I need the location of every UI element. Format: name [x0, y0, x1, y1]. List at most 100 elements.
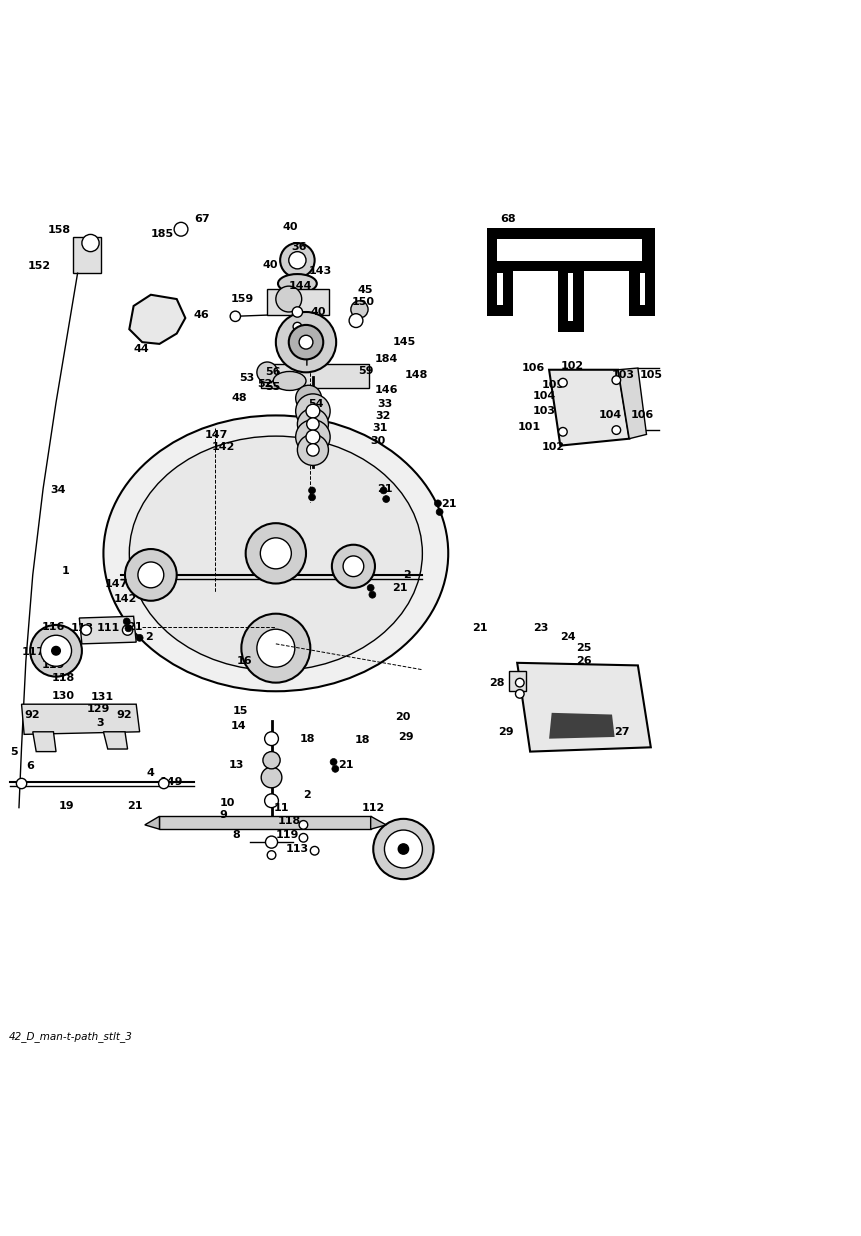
Circle shape: [288, 252, 306, 269]
Circle shape: [174, 222, 188, 236]
Text: 5: 5: [10, 747, 18, 756]
Circle shape: [295, 394, 330, 429]
Text: 8: 8: [232, 831, 240, 840]
Circle shape: [267, 850, 276, 859]
Circle shape: [82, 235, 99, 252]
Circle shape: [343, 556, 363, 577]
Circle shape: [307, 418, 319, 430]
Circle shape: [299, 821, 307, 829]
Text: 130: 130: [52, 691, 75, 701]
Text: 117: 117: [389, 837, 412, 847]
Circle shape: [330, 759, 337, 765]
Text: 148: 148: [405, 370, 428, 379]
Circle shape: [295, 420, 330, 454]
Polygon shape: [497, 273, 502, 305]
Circle shape: [138, 562, 164, 588]
Circle shape: [434, 499, 441, 507]
Text: 40: 40: [310, 307, 325, 316]
Circle shape: [264, 794, 278, 807]
Circle shape: [264, 732, 278, 745]
Polygon shape: [497, 239, 641, 261]
Text: 145: 145: [392, 337, 415, 347]
Text: 2: 2: [145, 632, 152, 641]
Circle shape: [350, 300, 368, 318]
Text: 149: 149: [159, 776, 183, 787]
Circle shape: [123, 618, 130, 625]
Circle shape: [263, 751, 280, 769]
Circle shape: [261, 768, 282, 787]
Circle shape: [349, 314, 362, 328]
Polygon shape: [639, 273, 644, 305]
Circle shape: [122, 625, 133, 635]
Circle shape: [257, 362, 277, 383]
Text: 184: 184: [375, 355, 398, 365]
Polygon shape: [145, 816, 159, 829]
Text: 31: 31: [372, 424, 387, 434]
Text: 142: 142: [114, 595, 137, 604]
Text: 25: 25: [575, 643, 591, 653]
Text: 102: 102: [560, 361, 583, 371]
Circle shape: [245, 523, 306, 583]
Text: 146: 146: [375, 384, 398, 394]
Text: 21: 21: [338, 760, 353, 770]
Circle shape: [299, 335, 313, 349]
Text: 59: 59: [357, 366, 373, 377]
Text: 21: 21: [127, 622, 143, 632]
Text: 67: 67: [194, 214, 209, 224]
Ellipse shape: [273, 372, 306, 391]
Circle shape: [288, 325, 323, 360]
Text: 118: 118: [277, 817, 300, 827]
Circle shape: [331, 545, 375, 588]
Text: 16: 16: [237, 656, 252, 666]
Polygon shape: [617, 368, 646, 439]
Text: 40: 40: [282, 221, 298, 231]
Text: 152: 152: [28, 261, 51, 272]
Circle shape: [292, 307, 302, 318]
Circle shape: [515, 690, 523, 698]
Text: 18: 18: [300, 734, 315, 744]
Text: 116: 116: [389, 850, 412, 860]
Polygon shape: [557, 272, 583, 331]
Text: 158: 158: [47, 225, 71, 235]
Text: 111: 111: [96, 623, 120, 633]
Text: 21: 21: [392, 583, 407, 593]
Circle shape: [125, 549, 177, 601]
Text: 27: 27: [613, 727, 629, 737]
Text: 10: 10: [220, 798, 235, 808]
Text: 102: 102: [541, 442, 564, 452]
Text: 2: 2: [403, 570, 411, 580]
Ellipse shape: [103, 415, 448, 691]
Circle shape: [382, 496, 389, 503]
Text: 15: 15: [232, 706, 248, 716]
Circle shape: [81, 625, 91, 635]
Text: 2: 2: [303, 790, 311, 800]
Circle shape: [40, 635, 71, 666]
Text: 21: 21: [441, 499, 456, 509]
Bar: [267, 289, 329, 315]
Polygon shape: [486, 272, 512, 316]
Circle shape: [276, 311, 336, 372]
Text: 33: 33: [377, 399, 393, 409]
Text: 21: 21: [127, 801, 143, 811]
Bar: [73, 237, 101, 273]
Text: 40: 40: [263, 260, 278, 269]
Text: 112: 112: [362, 802, 385, 812]
Circle shape: [280, 243, 314, 278]
Circle shape: [299, 833, 307, 842]
Circle shape: [558, 378, 567, 387]
Text: 11: 11: [274, 802, 289, 812]
Ellipse shape: [129, 436, 422, 671]
Circle shape: [16, 779, 27, 789]
Text: 144: 144: [288, 281, 312, 292]
Circle shape: [398, 844, 408, 854]
Text: 119: 119: [41, 660, 65, 670]
Polygon shape: [261, 363, 369, 388]
Text: 131: 131: [90, 692, 114, 702]
Ellipse shape: [277, 274, 316, 293]
Text: 105: 105: [639, 370, 662, 379]
Text: 147: 147: [205, 430, 228, 440]
Polygon shape: [22, 705, 139, 734]
Circle shape: [295, 386, 321, 412]
Polygon shape: [159, 816, 370, 829]
Text: 104: 104: [598, 410, 622, 420]
